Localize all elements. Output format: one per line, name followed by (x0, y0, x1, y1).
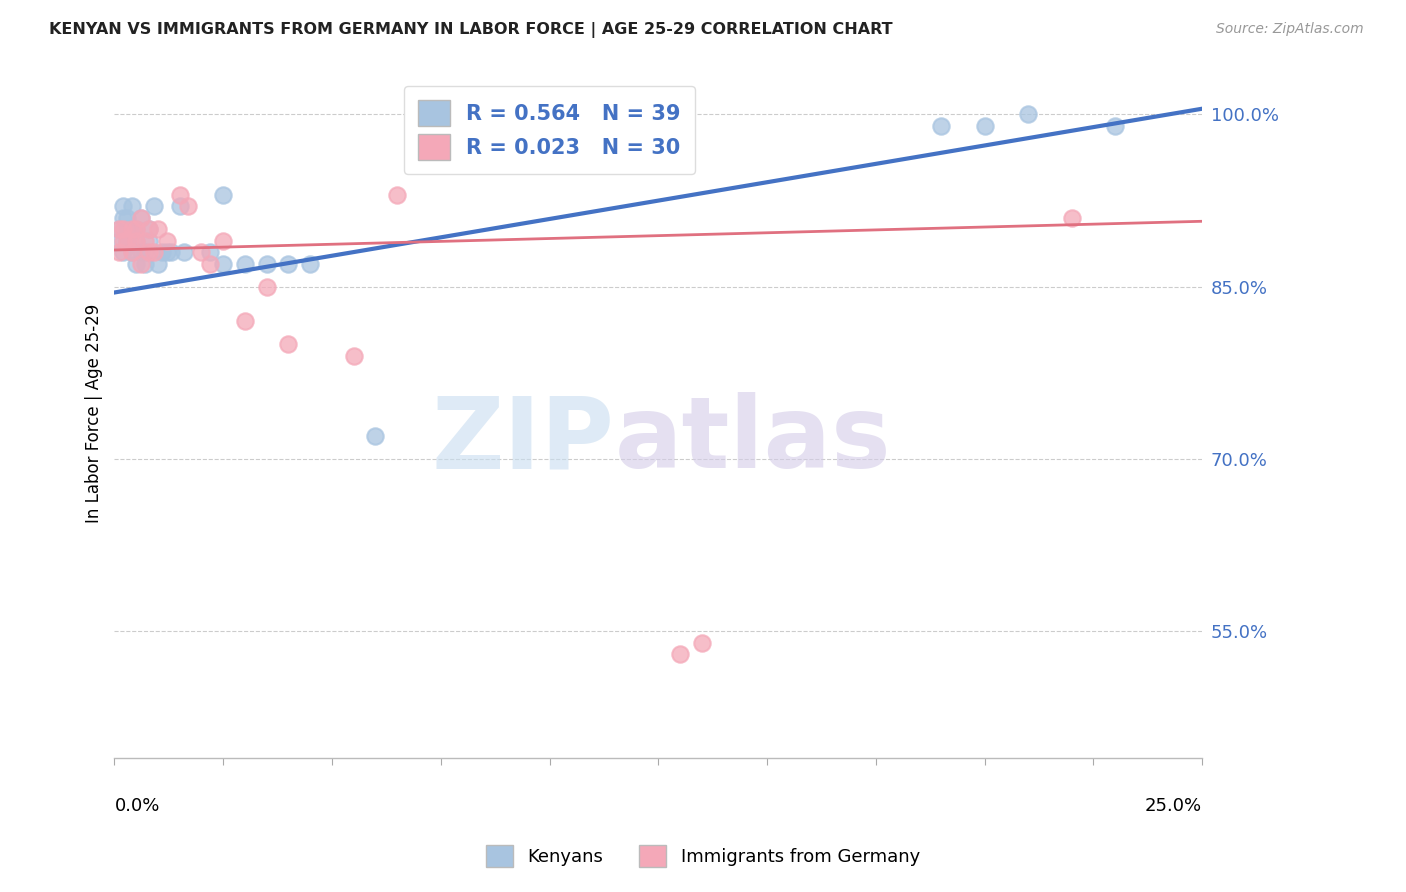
Point (121, 245, 143, 260)
Point (256, 279, 278, 293)
Point (107, 222, 129, 236)
Point (929, 119, 952, 133)
Point (169, 199, 191, 213)
Point (1060, 211, 1083, 225)
Point (973, 119, 995, 133)
Point (112, 234, 135, 248)
Text: 25.0%: 25.0% (1144, 797, 1202, 814)
Point (129, 211, 152, 225)
Text: ZIP: ZIP (432, 392, 614, 489)
Legend: R = 0.564   N = 39, R = 0.023   N = 30: R = 0.564 N = 39, R = 0.023 N = 30 (404, 86, 696, 174)
Point (125, 222, 148, 236)
Text: 0.0%: 0.0% (114, 797, 160, 814)
Point (129, 257, 152, 271)
Text: Source: ZipAtlas.com: Source: ZipAtlas.com (1216, 22, 1364, 37)
Point (690, 636, 713, 650)
Point (160, 245, 183, 260)
Point (277, 337, 299, 351)
Point (212, 234, 235, 248)
Point (112, 222, 135, 236)
Point (156, 245, 179, 260)
Point (107, 234, 129, 248)
Point (387, 187, 409, 202)
Point (146, 257, 169, 271)
Point (233, 314, 256, 328)
Point (117, 234, 139, 248)
Point (198, 257, 221, 271)
Point (125, 222, 148, 236)
Point (112, 245, 135, 260)
Point (107, 222, 129, 236)
Text: atlas: atlas (614, 392, 891, 489)
Point (129, 211, 152, 225)
Point (177, 199, 200, 213)
Point (299, 257, 322, 271)
Point (121, 199, 143, 213)
Point (190, 245, 212, 260)
Point (117, 222, 139, 236)
Point (142, 199, 165, 213)
Point (1017, 107, 1039, 121)
Point (198, 245, 221, 260)
Point (138, 245, 160, 260)
Point (121, 222, 143, 236)
Point (169, 187, 191, 202)
Point (1104, 119, 1126, 133)
Point (138, 222, 160, 236)
Point (146, 222, 169, 236)
Point (125, 257, 148, 271)
Legend: Kenyans, Immigrants from Germany: Kenyans, Immigrants from Germany (478, 838, 928, 874)
Point (142, 245, 165, 260)
Point (138, 222, 160, 236)
Point (125, 234, 148, 248)
Point (134, 245, 156, 260)
Point (233, 257, 256, 271)
Point (138, 234, 160, 248)
Point (343, 349, 366, 363)
Point (364, 429, 387, 443)
Point (212, 187, 235, 202)
Point (129, 245, 152, 260)
Point (117, 234, 139, 248)
Point (669, 648, 692, 662)
Point (125, 234, 148, 248)
Point (277, 257, 299, 271)
Text: KENYAN VS IMMIGRANTS FROM GERMANY IN LABOR FORCE | AGE 25-29 CORRELATION CHART: KENYAN VS IMMIGRANTS FROM GERMANY IN LAB… (49, 22, 893, 38)
Point (112, 211, 135, 225)
Point (212, 257, 235, 271)
Point (134, 234, 156, 248)
Point (112, 199, 135, 213)
Point (121, 245, 143, 260)
Point (256, 257, 278, 271)
Point (173, 245, 195, 260)
Point (107, 245, 129, 260)
Point (117, 211, 139, 225)
Point (150, 245, 173, 260)
Point (156, 234, 179, 248)
Y-axis label: In Labor Force | Age 25-29: In Labor Force | Age 25-29 (86, 303, 103, 523)
Point (134, 257, 156, 271)
Point (121, 222, 143, 236)
